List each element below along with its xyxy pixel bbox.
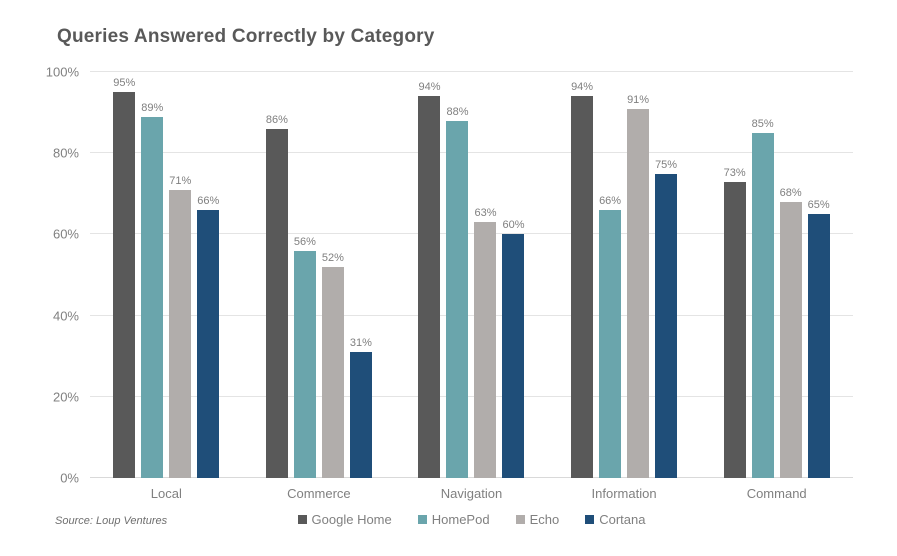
chart-title: Queries Answered Correctly by Category [57,26,435,47]
y-axis-tick-label: 40% [52,308,79,324]
bar-group-command: 73% 85% 68% 65% [700,72,853,478]
bar-value-label: 65% [807,199,830,212]
legend: Google Home HomePod Echo Cortana [90,512,853,527]
gridline [90,233,853,235]
gridlines-layer: 0% 20% 40% 60% 80% 100% [46,65,853,486]
legend-item-google-home: Google Home [297,512,392,527]
bar-value-label: 73% [723,166,746,179]
y-axis-tick-label: 100% [45,64,79,80]
bar-value-label: 68% [779,186,802,199]
bar-google-home: 95% [113,77,135,478]
bar-value-label: 94% [418,81,441,94]
bar-value-label: 88% [446,105,469,118]
bar-value-label: 91% [627,93,650,106]
bar-google-home: 86% [266,114,288,478]
x-axis-labels: Local Commerce Navigation Information Comman… [90,486,853,501]
bar-value-label: 75% [655,158,678,171]
bar-groups: 95% 89% 71% 66% 86% 56% 52% 31% 94% 88% 63% 60% 94% 6… [90,72,853,478]
x-axis-tick-label: Navigation [440,486,503,501]
bar-cortana: 31% [350,337,372,478]
bar-value-label: 85% [751,117,774,130]
bar-echo: 91% [627,94,649,478]
legend-swatch-icon [585,515,595,524]
y-axis-tick-label: 20% [52,389,79,405]
gridline [90,477,853,478]
bar-homepod: 88% [446,106,469,478]
bar-google-home: 94% [418,81,441,478]
bar-echo: 71% [169,175,191,478]
bar-value-label: 66% [599,195,622,208]
bar-value-label: 31% [349,337,372,350]
legend-swatch-icon [297,515,307,524]
bar-value-label: 52% [321,251,344,264]
bar-cortana: 75% [655,159,677,478]
x-axis-tick-label: Command [746,486,807,501]
bar-value-label: 63% [474,207,497,220]
x-axis-tick-label: Commerce [287,486,351,501]
bar-value-label: 56% [293,235,316,248]
x-axis-tick-label: Information [591,486,657,501]
bar-value-label: 71% [169,174,192,187]
bar-homepod: 89% [141,102,163,478]
bar-cortana: 60% [502,219,525,478]
bar-group-navigation: 94% 88% 63% 60% [395,72,548,478]
bar-value-label: 66% [197,195,220,208]
legend-item-homepod: HomePod [417,512,490,527]
bar-group-information: 94% 66% 91% 75% [548,72,701,478]
bar-google-home: 94% [571,81,593,478]
bar-homepod: 85% [752,118,774,478]
legend-item-echo: Echo [515,512,560,527]
x-axis-tick-label: Local [150,486,182,501]
gridline [90,152,853,154]
gridline [90,314,853,316]
bar-group-local: 95% 89% 71% 66% [90,72,243,478]
gridline [90,71,853,72]
legend-label: Echo [529,512,560,527]
legend-label: Cortana [599,512,646,527]
bar-group-commerce: 86% 56% 52% 31% [243,72,396,478]
bar-value-label: 60% [502,219,525,232]
bar-homepod: 56% [294,236,316,478]
legend-label: HomePod [431,512,490,527]
y-axis-tick-label: 0% [60,470,79,486]
plot-area: 0% 20% 40% 60% 80% 100% 95% 89% 71% 66% 86% 56% 52%… [46,65,853,486]
legend-item-cortana: Cortana [585,512,645,527]
legend-swatch-icon [417,515,427,524]
legend-label: Google Home [311,512,392,527]
y-axis-tick-label: 80% [52,145,79,161]
bar-echo: 63% [474,207,497,478]
bar-homepod: 66% [599,195,621,478]
bar-cortana: 65% [808,199,830,478]
y-axis-tick-label: 60% [52,226,79,242]
bar-google-home: 73% [724,167,746,478]
gridline [90,395,853,397]
bar-value-label: 94% [571,81,594,94]
source-note: Source: Loup Ventures [55,515,168,527]
bar-cortana: 66% [197,195,219,478]
bar-echo: 68% [780,187,802,478]
bar-value-label: 95% [113,77,136,90]
bar-value-label: 86% [265,113,288,126]
bar-value-label: 89% [141,101,164,114]
legend-swatch-icon [515,515,525,524]
bar-echo: 52% [322,252,344,478]
